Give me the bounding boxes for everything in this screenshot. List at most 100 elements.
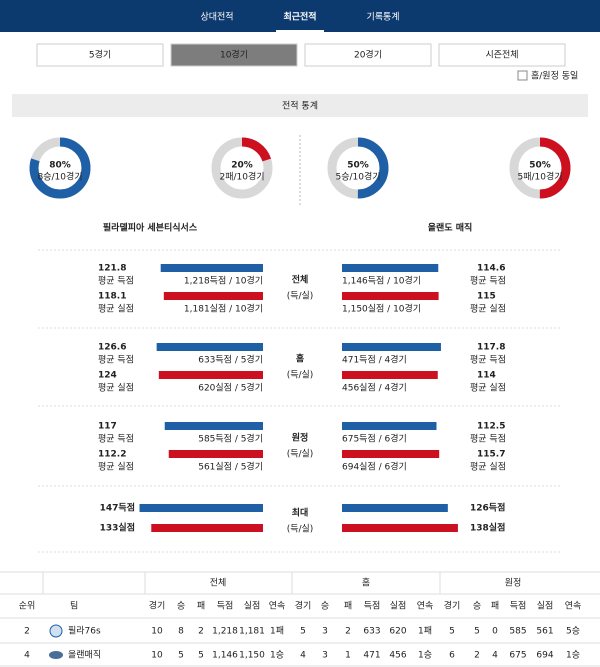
stat-category: 원정 — [292, 432, 309, 444]
table-cell: 5 — [178, 651, 184, 661]
max-label: 138실점 — [470, 522, 505, 534]
table-cell: 0 — [492, 627, 498, 637]
table-header: 승 — [177, 601, 185, 612]
stat-bar — [342, 264, 439, 272]
team-icon — [49, 651, 63, 659]
stat-value: 112.5 — [477, 422, 505, 432]
max-label: 147득점 — [100, 502, 135, 514]
table-cell: 633 — [363, 627, 380, 637]
table-cell: 1승 — [270, 650, 284, 661]
max-label: 133실점 — [100, 522, 135, 534]
table-cell: 4 — [24, 651, 30, 661]
filter-label: 시즌전체 — [485, 50, 518, 61]
stat-detail: 620실점 / 5경기 — [198, 382, 263, 394]
stat-label: 평균 실점 — [98, 461, 134, 473]
nav-tab[interactable]: 최근전적 — [283, 11, 316, 23]
table-cell: 561 — [536, 627, 553, 637]
max-bar — [151, 524, 263, 532]
stat-label: 평균 실점 — [470, 303, 506, 315]
stat-label: 평균 득점 — [470, 275, 506, 287]
checkbox[interactable] — [517, 70, 528, 81]
table-cell: 1승 — [418, 650, 432, 661]
table-cell: 1 — [345, 651, 351, 661]
stat-detail: 456실점 / 4경기 — [342, 382, 407, 394]
stat-detail: 471득점 / 4경기 — [342, 354, 407, 366]
stat-detail: 1,218득점 / 10경기 — [184, 275, 263, 287]
table-cell: 올랜매직 — [68, 650, 101, 661]
table-header: 실점 — [390, 600, 407, 612]
table-header: 순위 — [19, 601, 36, 612]
stat-value: 117 — [98, 422, 117, 432]
nav-tab[interactable]: 상대전적 — [200, 11, 233, 23]
donut-sub: 5승/10경기 — [335, 171, 380, 183]
donut-percent: 50% — [529, 161, 551, 171]
table-cell: 5승 — [566, 626, 580, 637]
filter-label: 10경기 — [220, 49, 248, 61]
stat-value: 117.8 — [477, 343, 505, 353]
donut-arc — [327, 137, 389, 199]
stat-label: 평균 득점 — [98, 433, 134, 445]
table-header: 연속 — [565, 601, 582, 612]
filter-button[interactable] — [304, 43, 432, 67]
table-cell: 5 — [300, 627, 306, 637]
stat-category-sub: (득/실) — [287, 370, 314, 381]
stat-detail: 1,181실점 / 10경기 — [184, 303, 263, 315]
stat-detail: 633득점 / 5경기 — [198, 354, 263, 366]
max-label: 126득점 — [470, 502, 505, 514]
stat-bar — [158, 371, 263, 379]
donut-sub: 8승/10경기 — [37, 171, 82, 183]
nav-tab[interactable]: 기록통계 — [366, 11, 399, 23]
table-header: 패 — [491, 601, 499, 612]
table-cell: 8 — [178, 627, 184, 637]
stat-value: 114 — [477, 371, 496, 381]
stat-label: 평균 실점 — [98, 382, 134, 394]
stat-bar — [342, 371, 438, 379]
filter-label: 5경기 — [89, 49, 111, 61]
table-header: 팀 — [70, 600, 78, 612]
table-header: 득점 — [510, 600, 527, 612]
donut-arc — [211, 137, 273, 199]
stat-bar — [342, 292, 439, 300]
table-header: 실점 — [537, 600, 554, 612]
table-cell: 3 — [322, 627, 328, 637]
donut-percent: 50% — [347, 161, 369, 171]
donut-percent: 80% — [49, 161, 71, 171]
table-group: 홈 — [362, 577, 370, 589]
table-cell: 2 — [474, 651, 480, 661]
stat-bar — [342, 422, 437, 430]
stat-bar — [160, 264, 263, 272]
stat-detail: 1,146득점 / 10경기 — [342, 275, 421, 287]
table-cell: 2 — [198, 627, 204, 637]
donut-percent: 20% — [231, 161, 253, 171]
stat-bar — [163, 292, 263, 300]
stat-bar — [342, 343, 441, 351]
table-group: 원정 — [505, 578, 522, 589]
nav-bar — [0, 0, 600, 32]
table-cell: 1,218 — [212, 627, 238, 637]
stat-detail: 675득점 / 6경기 — [342, 433, 407, 445]
table-cell: 1승 — [566, 650, 580, 661]
filter-button[interactable] — [36, 43, 164, 67]
stat-value: 112.2 — [98, 450, 126, 460]
table-header: 실점 — [244, 600, 261, 612]
max-bar — [342, 504, 448, 512]
table-header: 연속 — [417, 601, 434, 612]
table-cell: 1패 — [270, 626, 284, 637]
stat-value: 118.1 — [98, 292, 126, 302]
table-header: 연속 — [269, 601, 286, 612]
donut-sub: 5패/10경기 — [517, 171, 562, 183]
table-cell: 585 — [509, 627, 526, 637]
table-header: 승 — [321, 601, 329, 612]
filter-button[interactable] — [438, 43, 566, 67]
table-header: 득점 — [364, 600, 381, 612]
stat-value: 114.6 — [477, 264, 505, 274]
filter-button[interactable] — [170, 43, 298, 67]
section-header — [12, 94, 588, 117]
team-icon — [49, 624, 63, 638]
table-cell: 5 — [198, 651, 204, 661]
table-cell: 675 — [509, 651, 526, 661]
table-header: 승 — [473, 601, 481, 612]
stat-label: 평균 실점 — [470, 382, 506, 394]
stat-value: 121.8 — [98, 264, 126, 274]
